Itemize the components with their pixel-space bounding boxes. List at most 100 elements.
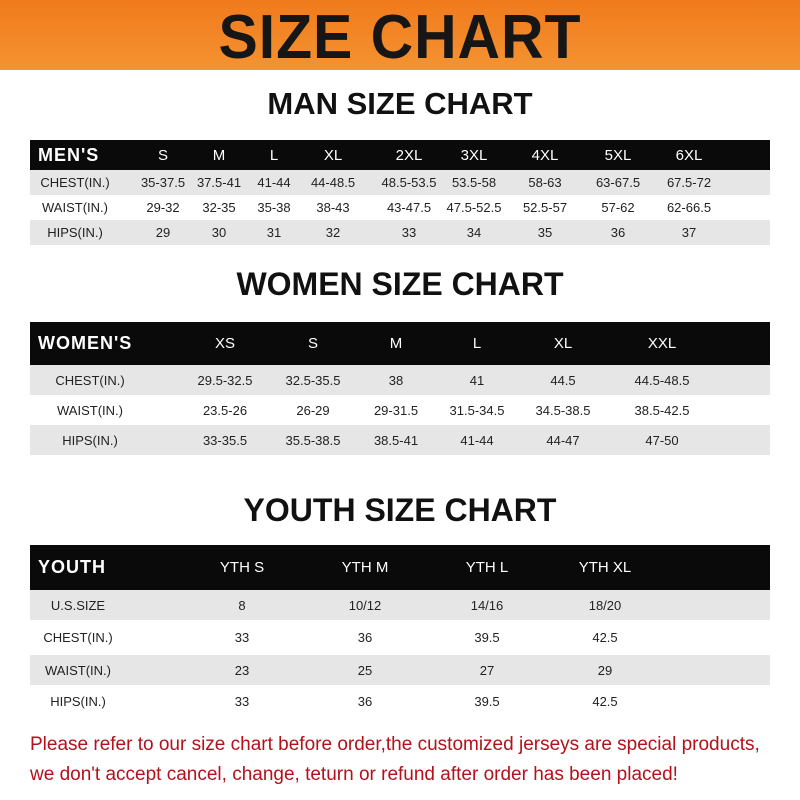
size-header-cell: XL	[323, 146, 343, 164]
table-row: WAIST(IN.) 29-32 32-35 35-38 38-43 43-47.5 47.…	[30, 195, 770, 220]
value-cell: 23.5-26	[202, 402, 248, 418]
value-cell: 67.5-72	[666, 175, 712, 190]
size-header-cell: S	[307, 335, 319, 352]
table-row: CHEST(IN.) 35-37.5 37.5-41 41-44 44-48.5 48.5…	[30, 170, 770, 195]
size-header-cell: L	[269, 146, 279, 164]
size-header-cell: YTH S	[219, 559, 265, 576]
value-cell: 37.5-41	[196, 175, 242, 190]
table-row: WAIST(IN.) 23.5-26 26-29 29-31.5 31.5-34.5 34…	[30, 395, 770, 425]
value-cell: 52.5-57	[522, 200, 568, 215]
value-cell: 38.5-42.5	[634, 402, 690, 418]
value-cell: 62-66.5	[666, 200, 712, 215]
table-header-row: YOUTH YTH S YTH M YTH L YTH XL	[30, 545, 770, 590]
measure-label-cell: HIPS(IN.)	[50, 694, 106, 709]
value-cell: 31.5-34.5	[449, 402, 505, 418]
value-cell: 38.5-41	[373, 432, 419, 448]
table-row: HIPS(IN.) 33 36 39.5 42.5	[30, 685, 770, 718]
size-header-cell: 6XL	[675, 146, 703, 164]
table-row: HIPS(IN.) 33-35.5 35.5-38.5 38.5-41 41-44 44-…	[30, 425, 770, 455]
men-section-title: MAN SIZE CHART	[267, 86, 533, 121]
measure-label-cell: WAIST(IN.)	[42, 200, 108, 215]
value-cell: 42.5	[592, 694, 618, 709]
value-cell: 57-62	[601, 200, 635, 215]
value-cell: 33	[234, 630, 250, 645]
value-cell: 44-47	[546, 432, 580, 448]
value-cell: 38	[388, 372, 404, 388]
value-cell: 63-67.5	[595, 175, 641, 190]
youth-section-title: YOUTH SIZE CHART	[243, 492, 557, 528]
value-cell: 10/12	[348, 597, 382, 613]
notice-line-2: we don't accept cancel, change, teturn o…	[30, 764, 678, 785]
size-header-cell: 5XL	[604, 146, 632, 164]
table-header-row: WOMEN'S XS S M L XL XXL	[30, 322, 770, 365]
value-cell: 32.5-35.5	[285, 372, 341, 388]
size-header-cell: 2XL	[395, 146, 423, 164]
value-cell: 47-50	[645, 432, 679, 448]
table-title-cell: YOUTH	[38, 557, 106, 577]
value-cell: 29-32	[146, 200, 180, 215]
size-header-cell: XL	[553, 335, 573, 352]
size-header-cell: 4XL	[531, 146, 559, 164]
table-row: HIPS(IN.) 29 30 31 32 33 34 35 36 37	[30, 220, 770, 245]
value-cell: 39.5	[474, 694, 500, 709]
value-cell: 32-35	[202, 200, 236, 215]
size-header-cell: YTH XL	[578, 559, 632, 576]
table-row: WAIST(IN.) 23 25 27 29	[30, 655, 770, 685]
size-header-cell: M	[212, 146, 226, 164]
value-cell: 41	[469, 372, 485, 388]
value-cell: 47.5-52.5	[446, 200, 502, 215]
value-cell: 29.5-32.5	[197, 372, 253, 388]
value-cell: 33	[234, 694, 250, 709]
value-cell: 53.5-58	[451, 175, 497, 190]
value-cell: 14/16	[470, 597, 504, 613]
value-cell: 41-44	[257, 175, 291, 190]
value-cell: 34.5-38.5	[535, 402, 591, 418]
measure-label-cell: CHEST(IN.)	[40, 175, 110, 190]
value-cell: 27	[479, 662, 495, 678]
value-cell: 36	[357, 694, 373, 709]
measure-label-cell: CHEST(IN.)	[55, 372, 125, 388]
value-cell: 36	[610, 225, 626, 240]
size-header-cell: S	[157, 146, 169, 164]
value-cell: 58-63	[528, 175, 562, 190]
value-cell: 29-31.5	[373, 402, 419, 418]
measure-label-cell: WAIST(IN.)	[45, 662, 111, 678]
value-cell: 44.5	[550, 372, 576, 388]
value-cell: 33-35.5	[202, 432, 248, 448]
value-cell: 29	[155, 225, 171, 240]
value-cell: 44-48.5	[310, 175, 356, 190]
size-header-cell: XS	[214, 335, 236, 352]
value-cell: 39.5	[474, 630, 500, 645]
table-title-cell: WOMEN'S	[38, 333, 133, 353]
value-cell: 35	[537, 225, 553, 240]
value-cell: 36	[357, 630, 373, 645]
value-cell: 35-37.5	[140, 175, 186, 190]
banner: SIZE CHART	[0, 0, 800, 72]
value-cell: 25	[357, 662, 373, 678]
value-cell: 31	[266, 225, 282, 240]
table-row: CHEST(IN.) 29.5-32.5 32.5-35.5 38 41 44.5 44.5…	[30, 365, 770, 395]
table-row: CHEST(IN.) 33 36 39.5 42.5	[30, 620, 770, 655]
size-header-cell: M	[389, 335, 403, 352]
value-cell: 33	[401, 225, 417, 240]
measure-label-cell: CHEST(IN.)	[43, 630, 113, 645]
value-cell: 18/20	[588, 597, 622, 613]
value-cell: 29	[597, 662, 613, 678]
value-cell: 43-47.5	[386, 200, 432, 215]
value-cell: 38-43	[316, 200, 350, 215]
value-cell: 44.5-48.5	[634, 372, 690, 388]
measure-label-cell: HIPS(IN.)	[47, 225, 103, 240]
size-header-cell: XXL	[647, 335, 677, 352]
table-header-row: MEN'S S M L XL 2XL 3XL 4XL 5XL 6XL	[30, 140, 770, 170]
value-cell: 34	[466, 225, 482, 240]
value-cell: 35-38	[257, 200, 291, 215]
size-header-cell: 3XL	[460, 146, 488, 164]
value-cell: 32	[325, 225, 341, 240]
banner-title: SIZE CHART	[218, 3, 582, 72]
value-cell: 42.5	[592, 630, 618, 645]
measure-label-cell: WAIST(IN.)	[57, 402, 123, 418]
value-cell: 41-44	[460, 432, 494, 448]
value-cell: 48.5-53.5	[381, 175, 437, 190]
value-cell: 37	[681, 225, 697, 240]
size-header-cell: L	[472, 335, 482, 352]
